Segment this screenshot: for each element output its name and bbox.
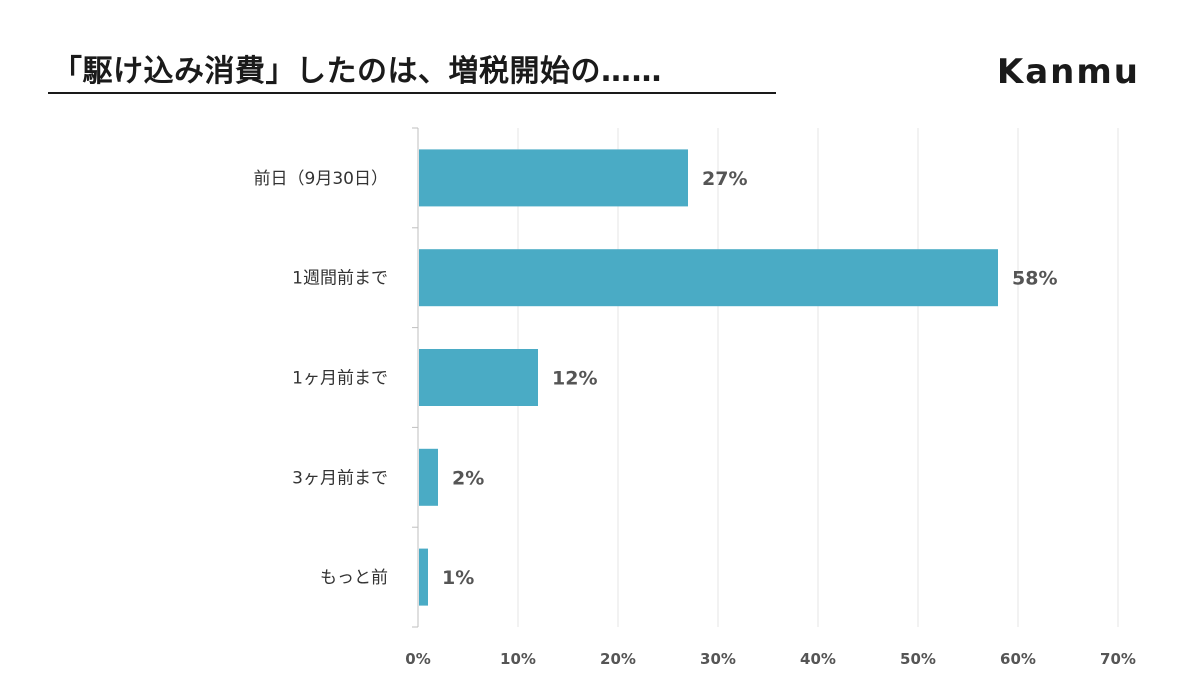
value-label: 12% <box>552 368 597 390</box>
bar <box>419 548 428 606</box>
x-tick-label: 50% <box>900 650 936 668</box>
bar <box>419 149 688 207</box>
x-tick-label: 10% <box>500 650 536 668</box>
value-label: 58% <box>1012 268 1057 290</box>
category-label: 1週間前まで <box>292 269 388 289</box>
value-label: 2% <box>452 467 484 489</box>
x-tick-label: 0% <box>405 650 430 668</box>
bar <box>419 249 998 307</box>
x-tick-label: 70% <box>1100 650 1136 668</box>
bar <box>419 349 538 406</box>
labels: 0% 10% 20% 30% 40% 50% 60% 70% 前日（9月30日） 27% 1週間前ま… <box>254 168 1136 668</box>
x-tick-label: 40% <box>800 650 836 668</box>
x-tick-label: 20% <box>600 650 636 668</box>
brand-logo: Kanmu <box>996 52 1140 92</box>
category-axis <box>412 127 419 628</box>
grid-lines <box>517 128 1119 627</box>
category-label: 前日（9月30日） <box>254 169 388 189</box>
category-label: もっと前 <box>320 568 388 588</box>
bar <box>419 448 438 506</box>
category-label: 1ヶ月前まで <box>292 369 388 389</box>
category-label: 3ヶ月前まで <box>292 468 388 488</box>
bars <box>419 149 998 606</box>
x-tick-label: 30% <box>700 650 736 668</box>
title-underline <box>48 92 776 94</box>
x-tick-label: 60% <box>1000 650 1036 668</box>
value-label: 27% <box>702 168 747 190</box>
value-label: 1% <box>442 567 474 589</box>
chart-title: 「駆け込み消費」したのは、増税開始の…… <box>52 54 662 89</box>
